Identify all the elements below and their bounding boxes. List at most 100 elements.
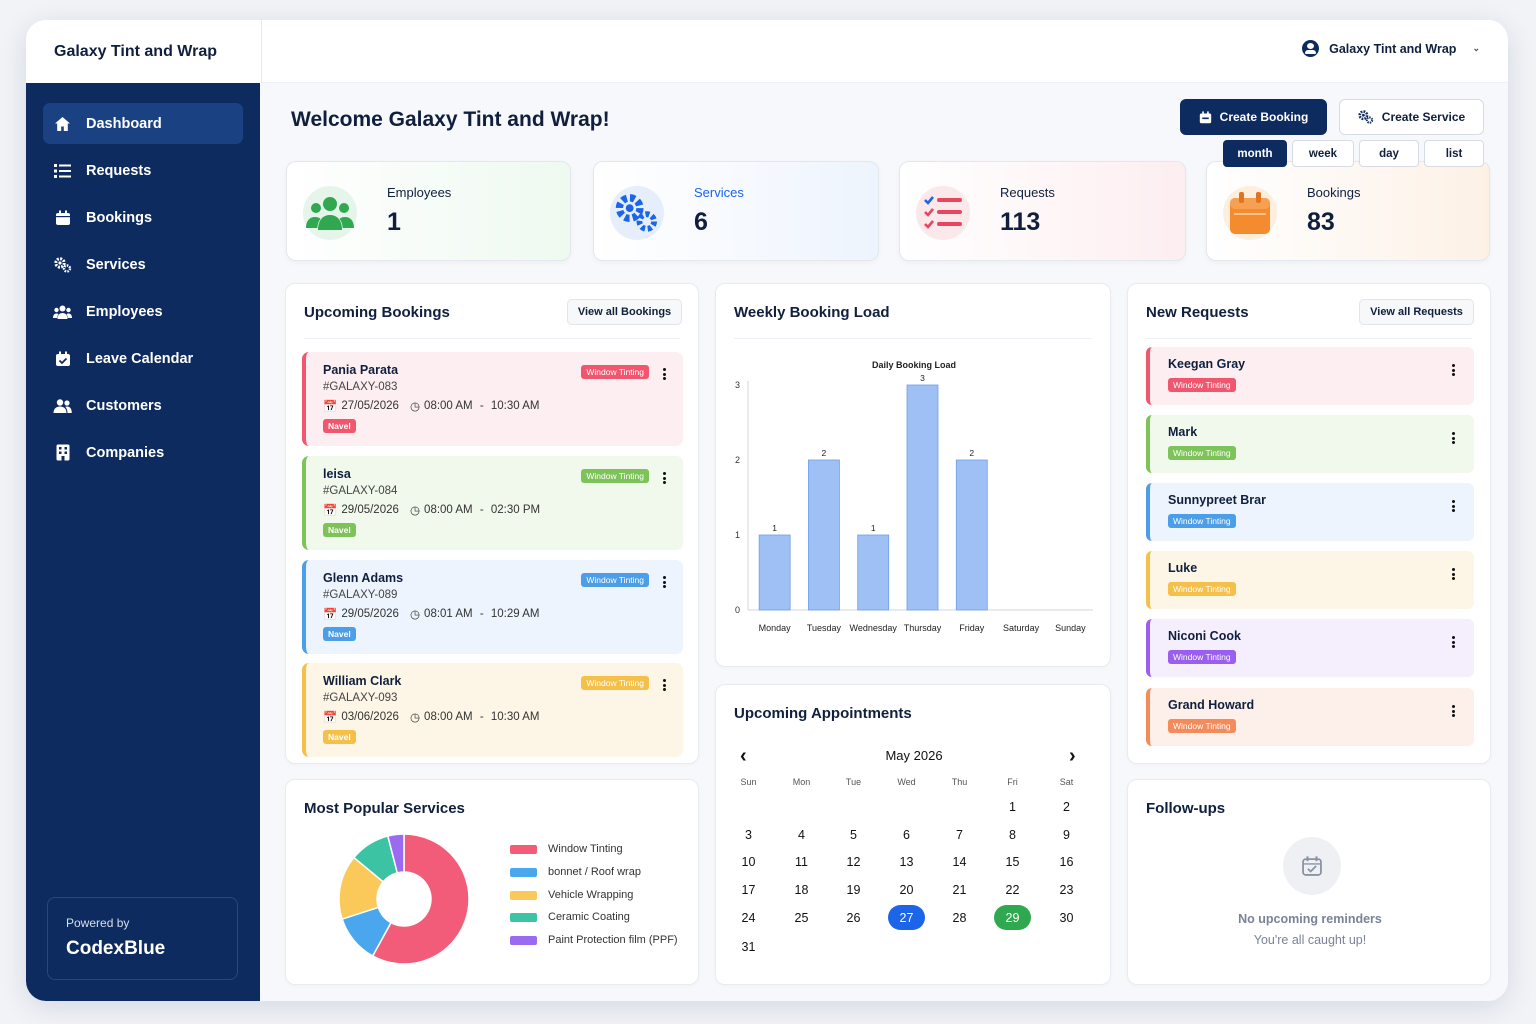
calendar-day[interactable]: 29 — [994, 905, 1031, 930]
sidebar-item-customers[interactable]: Customers — [43, 385, 243, 426]
stat-value: 113 — [1000, 208, 1041, 236]
sidebar-item-services[interactable]: Services — [43, 244, 243, 285]
user-menu[interactable]: Galaxy Tint and Wrap ⌄ — [1302, 40, 1480, 57]
more-options-icon[interactable] — [657, 678, 671, 692]
calendar-day[interactable]: 26 — [846, 910, 861, 925]
booking-end: 10:29 AM — [490, 608, 540, 620]
calendar-day[interactable]: 11 — [795, 854, 808, 869]
calendar-day[interactable]: 27 — [888, 905, 925, 930]
bar[interactable] — [758, 534, 791, 611]
calendar-day[interactable]: 25 — [794, 910, 809, 925]
more-options-icon[interactable] — [1446, 431, 1460, 445]
powered-by-company: CodexBlue — [66, 938, 166, 959]
calendar-day[interactable]: 18 — [794, 882, 809, 897]
sidebar-item-bookings[interactable]: Bookings — [43, 197, 243, 238]
booking-date-text: 29/05/2026 — [341, 504, 399, 516]
calendar-day[interactable]: 6 — [903, 827, 910, 842]
sidebar-item-leave-calendar[interactable]: Leave Calendar — [43, 338, 243, 379]
calendar-day[interactable]: 5 — [850, 827, 857, 842]
calendar-day[interactable]: 15 — [1005, 854, 1020, 869]
calendar-day[interactable]: 7 — [956, 827, 963, 842]
calendar-day[interactable]: 14 — [952, 854, 967, 869]
calendar-day[interactable]: 4 — [798, 827, 805, 842]
calendar-day[interactable]: 13 — [899, 854, 914, 869]
sidebar-item-requests[interactable]: Requests — [43, 150, 243, 191]
most-popular-services-card: Most Popular Services Window Tinting bon… — [285, 779, 699, 985]
more-options-icon[interactable] — [1446, 635, 1460, 649]
sidebar-item-employees[interactable]: Employees — [43, 291, 243, 332]
bar[interactable] — [857, 534, 890, 611]
more-options-icon[interactable] — [657, 575, 671, 589]
request-item[interactable]: Mark Window Tinting — [1146, 415, 1474, 473]
create-booking-button[interactable]: Create Booking — [1180, 99, 1327, 135]
booking-item[interactable]: leisa #GALAXY-084 📅 29/05/2026 ◷ 08:00 AM … — [302, 456, 683, 550]
y-tick-label: 1 — [735, 530, 740, 540]
stat-card-employees[interactable]: Employees 1 — [286, 161, 571, 261]
donut-slice[interactable] — [386, 833, 405, 874]
view-list-button[interactable]: list — [1424, 140, 1484, 167]
calendar-day[interactable]: 20 — [899, 882, 914, 897]
calendar-day[interactable]: 30 — [1059, 910, 1074, 925]
donut-slice[interactable] — [371, 833, 470, 965]
card-title: Upcoming Appointments — [734, 705, 912, 722]
calendar-day[interactable]: 21 — [952, 882, 967, 897]
bar-value-label: 2 — [822, 448, 827, 458]
view-week-button[interactable]: week — [1292, 140, 1354, 167]
stat-card-requests[interactable]: Requests 113 — [899, 161, 1186, 261]
booking-item[interactable]: Glenn Adams #GALAXY-089 📅 29/05/2026 ◷ 08:… — [302, 560, 683, 654]
calendar-day[interactable]: 2 — [1063, 799, 1070, 814]
request-item[interactable]: Grand Howard Window Tinting — [1146, 688, 1474, 746]
gears-icon — [1358, 110, 1373, 124]
create-service-button[interactable]: Create Service — [1339, 99, 1484, 135]
calendar-day[interactable]: 28 — [952, 910, 967, 925]
more-options-icon[interactable] — [1446, 363, 1460, 377]
calendar-day[interactable]: 23 — [1059, 882, 1074, 897]
bar[interactable] — [808, 459, 840, 611]
next-month-button[interactable]: › — [1069, 745, 1076, 767]
sidebar-item-companies[interactable]: Companies — [43, 432, 243, 473]
calendar-day[interactable]: 12 — [846, 854, 861, 869]
calendar-day[interactable]: 8 — [1009, 827, 1016, 842]
home-icon — [53, 114, 72, 133]
booking-date: 📅 29/05/2026 — [323, 607, 399, 621]
request-item[interactable]: Luke Window Tinting — [1146, 551, 1474, 609]
clock-icon: ◷ — [410, 505, 421, 517]
calendar-day[interactable]: 1 — [1009, 799, 1016, 814]
request-item[interactable]: Sunnypreet Brar Window Tinting — [1146, 483, 1474, 541]
more-options-icon[interactable] — [657, 471, 671, 485]
view-all-bookings-button[interactable]: View all Bookings — [567, 299, 682, 325]
calendar-icon — [53, 208, 72, 227]
calendar-day[interactable]: 17 — [741, 882, 756, 897]
calendar-day[interactable]: 31 — [741, 939, 756, 954]
view-all-requests-button[interactable]: View all Requests — [1359, 299, 1474, 325]
more-options-icon[interactable] — [1446, 704, 1460, 718]
stat-card-bookings[interactable]: Bookings 83 — [1206, 161, 1490, 261]
calendar-day[interactable]: 22 — [1005, 882, 1020, 897]
prev-month-button[interactable]: ‹ — [740, 745, 747, 767]
view-day-button[interactable]: day — [1359, 140, 1419, 167]
calendar-day[interactable]: 9 — [1063, 827, 1070, 842]
legend-label: Ceramic Coating — [548, 911, 630, 923]
more-options-icon[interactable] — [1446, 499, 1460, 513]
request-item[interactable]: Niconi Cook Window Tinting — [1146, 619, 1474, 677]
gears-icon — [53, 255, 72, 274]
request-item[interactable]: Keegan Gray Window Tinting — [1146, 347, 1474, 405]
view-month-button[interactable]: month — [1223, 140, 1287, 167]
sidebar-item-dashboard[interactable]: Dashboard — [43, 103, 243, 144]
x-tick-label: Thursday — [904, 623, 942, 633]
booking-start: 08:00 AM — [424, 400, 473, 412]
more-options-icon[interactable] — [1446, 567, 1460, 581]
bar[interactable] — [955, 459, 988, 611]
calendar-day[interactable]: 16 — [1059, 854, 1074, 869]
booking-item[interactable]: William Clark #GALAXY-093 📅 03/06/2026 ◷ 0… — [302, 663, 683, 757]
booking-time: ◷ 08:01 AM - 10:29 AM — [410, 607, 539, 621]
more-options-icon[interactable] — [657, 367, 671, 381]
calendar-day[interactable]: 10 — [741, 854, 756, 869]
y-tick-label: 0 — [735, 605, 740, 615]
calendar-day[interactable]: 3 — [745, 827, 752, 842]
calendar-day[interactable]: 24 — [741, 910, 756, 925]
calendar-day[interactable]: 19 — [846, 882, 861, 897]
bar[interactable] — [906, 384, 939, 611]
booking-item[interactable]: Pania Parata #GALAXY-083 📅 27/05/2026 ◷ 08… — [302, 352, 683, 446]
stat-card-services[interactable]: Services 6 — [593, 161, 879, 261]
